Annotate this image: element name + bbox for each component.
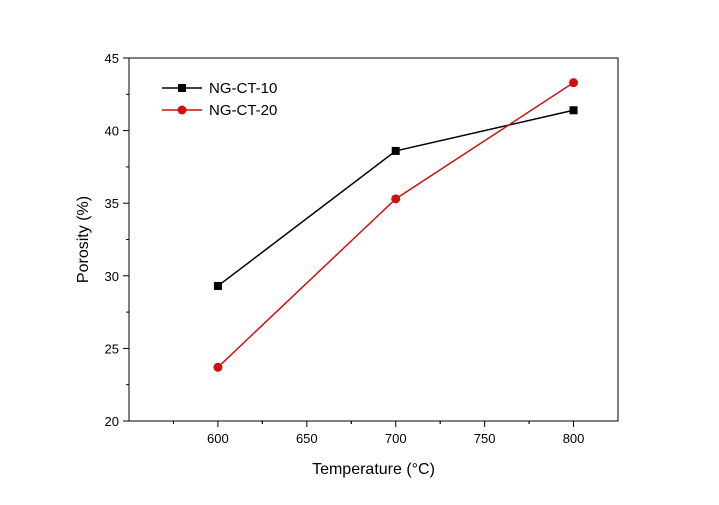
- y-tick-label: 45: [105, 51, 119, 66]
- y-axis-ticks: 20 25 30 35 40 45: [105, 51, 129, 429]
- plot-frame: [128, 57, 619, 422]
- legend-item: NG-CT-10: [162, 80, 277, 97]
- data-point: [391, 194, 401, 204]
- data-point: [213, 281, 222, 290]
- x-axis-ticks: 600 650 700 750 800: [172, 421, 585, 446]
- y-axis-label: Porosity (%): [75, 196, 92, 283]
- x-tick-label: 650: [296, 431, 318, 446]
- x-tick-label: 800: [563, 431, 585, 446]
- y-tick-label: 35: [105, 196, 119, 211]
- legend: NG-CT-10 NG-CT-20: [162, 80, 277, 119]
- x-tick-label: 600: [207, 431, 229, 446]
- y-tick-label: 40: [105, 124, 119, 139]
- y-tick-label: 20: [105, 414, 119, 429]
- series-line: [217, 82, 574, 368]
- legend-marker: [177, 105, 187, 115]
- data-point: [569, 78, 579, 88]
- y-tick-label: 25: [105, 341, 119, 356]
- legend-label: NG-CT-10: [209, 80, 277, 97]
- series-NG-CT-10: [213, 106, 578, 290]
- series-layer: [213, 78, 579, 372]
- series-NG-CT-20: [213, 78, 579, 372]
- legend-item: NG-CT-20: [162, 102, 277, 119]
- x-tick-label: 750: [474, 431, 496, 446]
- y-tick-label: 30: [105, 269, 119, 284]
- plot-border: [128, 57, 619, 422]
- legend-label: NG-CT-20: [209, 102, 277, 119]
- data-point: [213, 362, 223, 372]
- data-point: [569, 106, 578, 115]
- x-axis-label: Temperature (°C): [312, 461, 435, 478]
- data-point: [391, 146, 400, 155]
- legend-marker: [178, 84, 186, 92]
- x-tick-label: 700: [385, 431, 407, 446]
